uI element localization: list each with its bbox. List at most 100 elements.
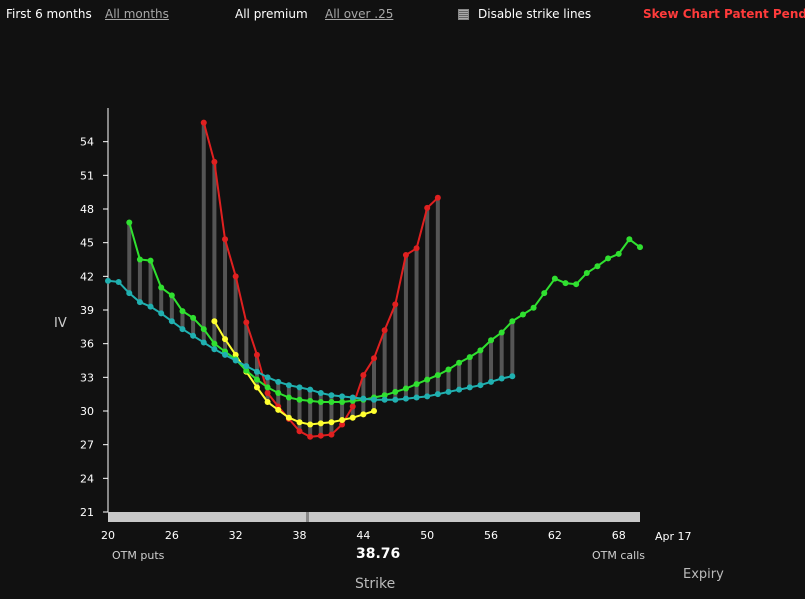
data-point[interactable]: [530, 304, 537, 311]
data-point[interactable]: [498, 329, 505, 336]
data-point[interactable]: [232, 351, 239, 358]
range-first-6-months[interactable]: First 6 months: [6, 7, 92, 21]
data-point[interactable]: [466, 384, 473, 391]
data-point[interactable]: [222, 236, 229, 243]
data-point[interactable]: [509, 318, 516, 325]
data-point[interactable]: [573, 281, 580, 288]
data-point[interactable]: [222, 336, 229, 343]
data-point[interactable]: [200, 339, 207, 346]
data-point[interactable]: [371, 355, 377, 362]
data-point[interactable]: [211, 340, 218, 347]
data-point[interactable]: [402, 385, 409, 392]
data-point[interactable]: [434, 194, 441, 201]
data-point[interactable]: [583, 269, 590, 276]
data-point[interactable]: [551, 275, 558, 282]
premium-all[interactable]: All premium: [235, 7, 308, 21]
data-point[interactable]: [434, 372, 441, 379]
data-point[interactable]: [477, 382, 484, 389]
expiry-value[interactable]: Apr 17: [655, 530, 692, 543]
data-point[interactable]: [360, 395, 367, 402]
data-point[interactable]: [424, 376, 431, 383]
data-point[interactable]: [296, 396, 303, 403]
data-point[interactable]: [381, 327, 388, 334]
data-point[interactable]: [200, 119, 207, 126]
data-point[interactable]: [168, 318, 175, 325]
data-point[interactable]: [392, 301, 399, 308]
data-point[interactable]: [264, 399, 271, 406]
data-point[interactable]: [328, 419, 335, 426]
data-point[interactable]: [339, 421, 346, 428]
data-point[interactable]: [519, 311, 526, 318]
data-point[interactable]: [317, 420, 324, 427]
data-point[interactable]: [328, 399, 335, 406]
data-point[interactable]: [232, 273, 239, 280]
data-point[interactable]: [285, 382, 292, 389]
data-point[interactable]: [243, 363, 250, 370]
data-point[interactable]: [392, 396, 399, 403]
data-point[interactable]: [253, 384, 260, 391]
strike-lines-label[interactable]: Disable strike lines: [478, 7, 592, 21]
data-point[interactable]: [349, 414, 356, 421]
data-point[interactable]: [328, 392, 335, 399]
data-point[interactable]: [488, 337, 495, 344]
data-point[interactable]: [339, 399, 346, 406]
data-point[interactable]: [317, 390, 324, 397]
data-point[interactable]: [360, 372, 367, 379]
premium-over-link[interactable]: All over .25: [325, 7, 394, 21]
data-point[interactable]: [222, 351, 229, 358]
data-point[interactable]: [392, 388, 399, 395]
data-point[interactable]: [371, 408, 377, 414]
data-point[interactable]: [190, 332, 197, 339]
data-point[interactable]: [158, 284, 165, 291]
data-point[interactable]: [339, 416, 346, 423]
data-point[interactable]: [541, 290, 548, 297]
data-point[interactable]: [317, 432, 324, 439]
data-point[interactable]: [179, 326, 186, 333]
data-point[interactable]: [200, 326, 207, 333]
data-point[interactable]: [413, 381, 420, 388]
data-point[interactable]: [413, 245, 420, 252]
data-point[interactable]: [275, 378, 282, 385]
data-point[interactable]: [105, 277, 111, 284]
data-point[interactable]: [285, 414, 292, 421]
data-point[interactable]: [434, 391, 441, 398]
data-point[interactable]: [243, 319, 250, 326]
range-all-months-link[interactable]: All months: [105, 7, 169, 21]
data-point[interactable]: [211, 318, 218, 325]
data-point[interactable]: [477, 347, 484, 354]
data-point[interactable]: [339, 393, 346, 400]
data-point[interactable]: [126, 290, 133, 297]
data-point[interactable]: [296, 428, 303, 435]
data-point[interactable]: [264, 374, 271, 381]
data-point[interactable]: [424, 204, 431, 211]
data-point[interactable]: [360, 411, 367, 418]
data-point[interactable]: [381, 396, 388, 403]
data-point[interactable]: [509, 373, 516, 380]
data-point[interactable]: [445, 388, 452, 395]
data-point[interactable]: [307, 386, 314, 393]
data-point[interactable]: [402, 252, 409, 259]
data-point[interactable]: [190, 314, 197, 321]
data-point[interactable]: [275, 390, 282, 397]
data-point[interactable]: [349, 403, 356, 410]
data-point[interactable]: [445, 366, 452, 373]
data-point[interactable]: [147, 257, 154, 264]
data-point[interactable]: [498, 375, 505, 382]
data-point[interactable]: [211, 158, 218, 165]
data-point[interactable]: [285, 394, 292, 401]
strike-slider-track[interactable]: [108, 512, 640, 522]
data-point[interactable]: [147, 303, 154, 310]
data-point[interactable]: [296, 419, 303, 426]
data-point[interactable]: [232, 357, 239, 364]
data-point[interactable]: [456, 386, 463, 393]
data-point[interactable]: [381, 392, 388, 399]
data-point[interactable]: [605, 255, 612, 262]
data-point[interactable]: [456, 359, 463, 366]
data-point[interactable]: [562, 280, 569, 287]
data-point[interactable]: [317, 399, 324, 406]
data-point[interactable]: [626, 236, 633, 243]
data-point[interactable]: [466, 354, 473, 361]
data-point[interactable]: [136, 256, 143, 263]
data-point[interactable]: [253, 368, 260, 375]
data-point[interactable]: [594, 263, 601, 270]
